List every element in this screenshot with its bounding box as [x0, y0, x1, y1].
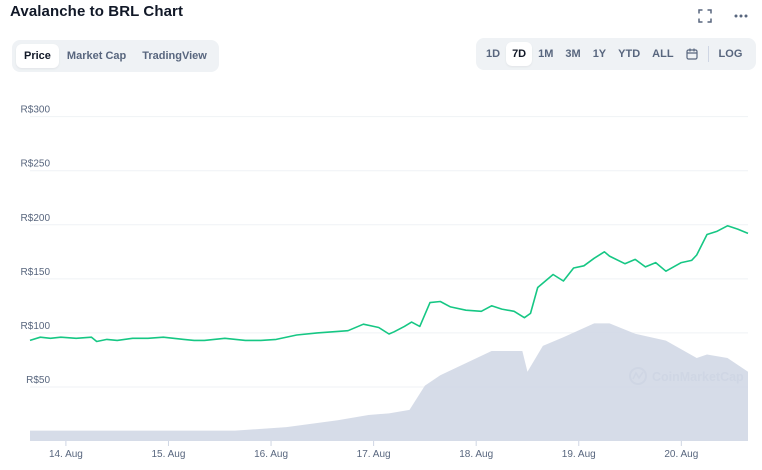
watermark-text: CoinMarketCap — [652, 370, 744, 384]
y-tick-label: R$250 — [21, 159, 51, 170]
y-tick-label: R$100 — [21, 321, 51, 332]
range-all[interactable]: ALL — [652, 48, 674, 60]
price-line-layer — [29, 225, 749, 343]
y-tick-label: R$300 — [21, 105, 51, 116]
y-axis-ticks: R$300 R$250 R$200 R$150 R$100 R$50 — [21, 105, 51, 386]
fullscreen-icon[interactable] — [696, 7, 714, 25]
x-tick-label: 20. Aug — [664, 449, 698, 460]
range-3m[interactable]: 3M — [565, 48, 581, 60]
volume-area-layer — [30, 323, 748, 441]
range-1y[interactable]: 1Y — [592, 48, 607, 60]
x-tick-label: 14. Aug — [49, 449, 83, 460]
coinmarketcap-logo-icon — [629, 367, 647, 385]
volume-area — [30, 323, 748, 441]
chart-title: Avalanche to BRL Chart — [10, 3, 184, 20]
x-tick-label: 18. Aug — [459, 449, 493, 460]
x-tick-label: 15. Aug — [152, 449, 186, 460]
range-ytd[interactable]: YTD — [618, 48, 641, 60]
tab-tradingview[interactable]: TradingView — [142, 50, 207, 62]
more-horizontal-icon[interactable] — [732, 7, 750, 25]
y-tick-label: R$50 — [26, 375, 50, 386]
top-actions — [696, 7, 750, 25]
tab-market-cap[interactable]: Market Cap — [66, 50, 127, 62]
calendar-icon[interactable] — [680, 42, 704, 66]
range-7d[interactable]: 7D — [506, 42, 533, 66]
price-line — [29, 225, 749, 343]
y-tick-label: R$200 — [21, 213, 51, 224]
x-tick-label: 16. Aug — [254, 449, 288, 460]
coinmarketcap-watermark: CoinMarketCap — [629, 367, 744, 385]
time-range-selector: 1D 7D 1M 3M 1Y YTD ALL LOG — [476, 38, 756, 70]
x-tick-label: 19. Aug — [562, 449, 596, 460]
y-tick-label: R$150 — [21, 267, 51, 278]
x-axis-ticks: 14. Aug 15. Aug 16. Aug 17. Aug 18. Aug 19. A… — [49, 441, 698, 460]
log-toggle[interactable]: LOG — [718, 48, 743, 60]
range-divider — [707, 46, 709, 62]
range-1m[interactable]: 1M — [538, 48, 554, 60]
chart-type-tabs: Price Market Cap TradingView — [12, 40, 219, 72]
x-tick-label: 17. Aug — [357, 449, 391, 460]
range-1d[interactable]: 1D — [486, 48, 501, 60]
tab-price[interactable]: Price — [16, 44, 59, 68]
